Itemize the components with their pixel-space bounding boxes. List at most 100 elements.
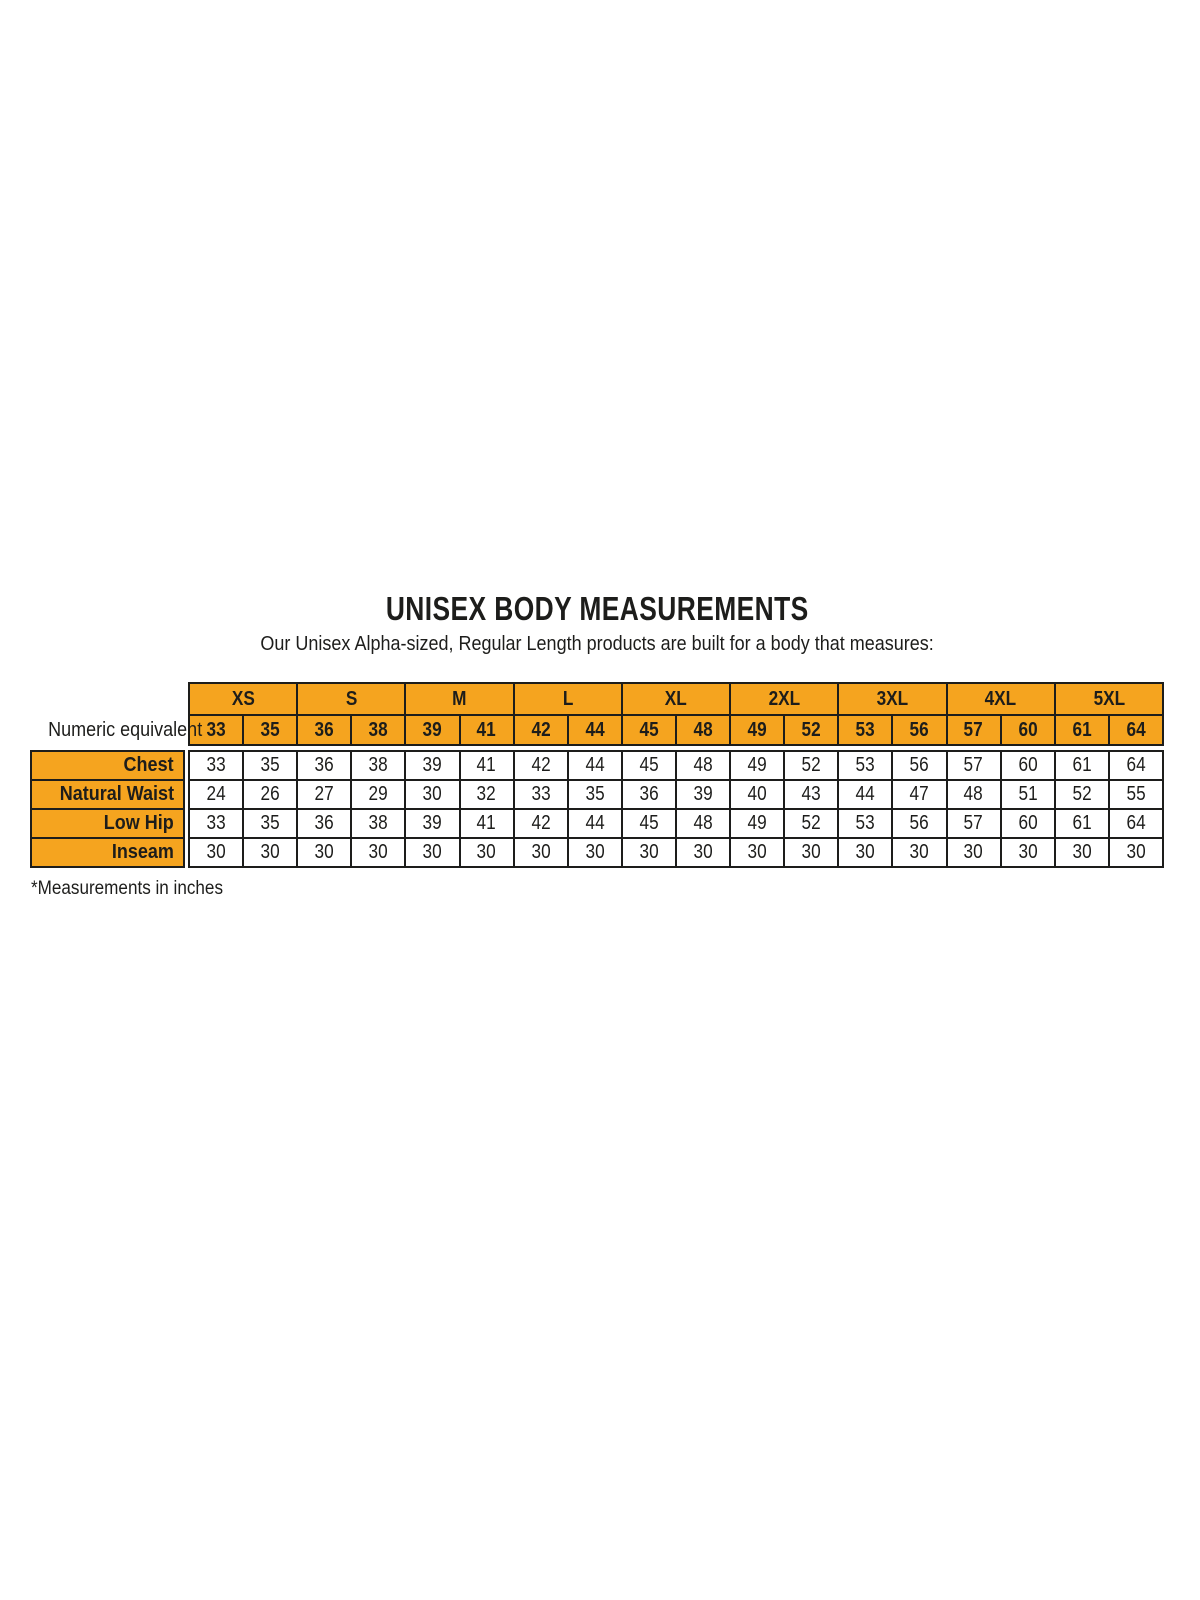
measurement-cell-natural-waist-6: 33 (512, 779, 569, 810)
measurement-cell-low-hip-0-text: 33 (206, 812, 226, 834)
measurement-cell-low-hip-10: 49 (729, 808, 786, 839)
measurement-row-chest: Chest 33 35 36 38 39 41 42 44 45 48 49 52 53 56 57 60 61 6… (30, 750, 1165, 781)
measurement-cell-inseam-2-text: 30 (314, 841, 334, 863)
row-label-inseam: Inseam (30, 837, 185, 868)
size-header-cell-4xl-text: 4XL (984, 687, 1017, 710)
measurement-cell-chest-0-text: 33 (206, 754, 226, 776)
size-header-cell-xl-text: XL (664, 687, 687, 710)
body-measurements-table: XS S M L XL 2XL 3XL 4XL 5XL Numeric equivalent 33 3… (30, 682, 1165, 868)
measurement-cell-inseam-10: 30 (729, 837, 786, 868)
measurement-cell-inseam-12-text: 30 (855, 841, 875, 863)
measurement-cell-natural-waist-17: 55 (1107, 779, 1165, 810)
numeric-value-cell-3-text: 38 (368, 718, 388, 741)
measurement-cell-low-hip-8: 45 (620, 808, 677, 839)
numeric-value-cell-2-text: 36 (314, 718, 334, 741)
measurement-cell-chest-6: 42 (512, 750, 569, 781)
size-header-cell-2xl: 2XL (729, 682, 840, 716)
measurement-cell-natural-waist-15-text: 51 (1018, 783, 1038, 805)
size-header-cell-2xl-text: 2XL (768, 687, 800, 710)
measurement-cell-low-hip-15-text: 60 (1018, 812, 1038, 834)
measurement-cell-low-hip-10-text: 49 (747, 812, 767, 834)
measurement-cell-inseam-1: 30 (242, 837, 299, 868)
measurement-cell-chest-12-text: 53 (855, 754, 875, 776)
measurement-cell-chest-1: 35 (242, 750, 299, 781)
measurement-cell-chest-1-text: 35 (260, 754, 280, 776)
measurement-cell-low-hip-15: 60 (999, 808, 1056, 839)
measurement-row-inseam: Inseam 30 30 30 30 30 30 30 30 30 30 30 30 30 30 30 30 30… (30, 837, 1165, 868)
numeric-value-cell-2: 36 (296, 714, 353, 746)
measurement-cell-inseam-8-text: 30 (639, 841, 659, 863)
measurement-cell-low-hip-6: 42 (512, 808, 569, 839)
size-header-row: XS S M L XL 2XL 3XL 4XL 5XL (31, 682, 1165, 716)
numeric-value-cell-4-text: 39 (422, 718, 443, 741)
size-header-cell-3xl: 3XL (837, 682, 948, 716)
measurement-row-low-hip: Low Hip 33 35 36 38 39 41 42 44 45 48 49 52 53 56 57 60 6… (30, 808, 1165, 839)
numeric-value-cell-4: 39 (404, 714, 461, 746)
measurement-cell-chest-8: 45 (620, 750, 677, 781)
numeric-value-cell-8-text: 45 (639, 718, 659, 741)
measurement-cell-inseam-14-text: 30 (964, 841, 984, 863)
measurement-cell-low-hip-12-text: 53 (855, 812, 875, 834)
measurement-cell-inseam-1-text: 30 (260, 841, 280, 863)
measurement-cell-chest-0: 33 (187, 750, 245, 781)
measurement-cell-inseam-0: 30 (187, 837, 245, 868)
measurement-cell-natural-waist-15: 51 (999, 779, 1056, 810)
separator-gap-row (31, 745, 1163, 751)
measurement-cell-natural-waist-6-text: 33 (531, 783, 551, 805)
numeric-value-cell-12: 53 (837, 714, 894, 746)
measurement-cell-natural-waist-8: 36 (620, 779, 677, 810)
measurement-cell-low-hip-14: 57 (945, 808, 1002, 839)
numeric-value-cell-10-text: 49 (747, 718, 767, 741)
measurement-cell-chest-15-text: 60 (1018, 754, 1038, 776)
numeric-value-cell-9: 48 (674, 714, 732, 746)
measurement-cell-natural-waist-3: 29 (350, 779, 407, 810)
row-label-natural-waist: Natural Waist (30, 779, 185, 810)
measurement-cell-inseam-13: 30 (891, 837, 948, 868)
measurement-cell-inseam-11: 30 (783, 837, 840, 868)
numeric-value-cell-12-text: 53 (855, 718, 875, 741)
page-title: UNISEX BODY MEASUREMENTS (30, 592, 1164, 625)
numeric-value-cell-13-text: 56 (909, 718, 930, 741)
measurement-cell-low-hip-9-text: 48 (693, 812, 713, 834)
size-header-cell-5xl: 5XL (1053, 682, 1165, 716)
measurement-cell-natural-waist-1: 26 (242, 779, 299, 810)
measurement-cell-low-hip-6-text: 42 (531, 812, 551, 834)
measurement-cell-natural-waist-3-text: 29 (368, 783, 388, 805)
measurement-cell-chest-8-text: 45 (639, 754, 659, 776)
measurement-cell-chest-14-text: 57 (964, 754, 984, 776)
measurement-cell-natural-waist-2-text: 27 (314, 783, 334, 805)
numeric-value-cell-16-text: 61 (1072, 718, 1092, 741)
measurement-cell-low-hip-1-text: 35 (260, 812, 280, 834)
size-header-cell-l-text: L (562, 687, 574, 710)
measurement-cell-inseam-8: 30 (620, 837, 677, 868)
measurement-cell-inseam-16: 30 (1053, 837, 1110, 868)
measurement-cell-inseam-6-text: 30 (531, 841, 551, 863)
measurement-cell-chest-13-text: 56 (909, 754, 930, 776)
row-label-natural-waist-text: Natural Waist (59, 783, 174, 805)
measurement-cell-natural-waist-4: 30 (404, 779, 461, 810)
measurement-cell-low-hip-8-text: 45 (639, 812, 659, 834)
page-title-text: UNISEX BODY MEASUREMENTS (385, 590, 809, 627)
measurement-cell-natural-waist-9: 39 (674, 779, 732, 810)
measurement-cell-inseam-17-text: 30 (1126, 841, 1146, 863)
measurement-cell-chest-12: 53 (837, 750, 894, 781)
numeric-value-cell-6: 42 (512, 714, 569, 746)
measurement-cell-natural-waist-10: 40 (729, 779, 786, 810)
size-header-cell-3xl-text: 3XL (876, 687, 909, 710)
measurement-cell-low-hip-9: 48 (674, 808, 732, 839)
size-header-cell-4xl: 4XL (945, 682, 1056, 716)
measurement-cell-inseam-5-text: 30 (477, 841, 497, 863)
measurements-footnote: *Measurements in inches (31, 878, 1164, 900)
row-label-chest-text: Chest (123, 754, 174, 776)
measurement-cell-chest-11-text: 52 (801, 754, 821, 776)
measurement-cell-chest-11: 52 (783, 750, 840, 781)
measurement-cell-inseam-14: 30 (945, 837, 1002, 868)
measurement-cell-chest-4-text: 39 (422, 754, 443, 776)
row-label-inseam-text: Inseam (111, 841, 174, 863)
row-label-chest: Chest (30, 750, 185, 781)
measurement-cell-chest-9: 48 (674, 750, 732, 781)
measurement-cell-low-hip-14-text: 57 (964, 812, 984, 834)
measurement-cell-chest-2: 36 (296, 750, 353, 781)
measurement-cell-natural-waist-9-text: 39 (693, 783, 713, 805)
measurement-cell-inseam-2: 30 (296, 837, 353, 868)
